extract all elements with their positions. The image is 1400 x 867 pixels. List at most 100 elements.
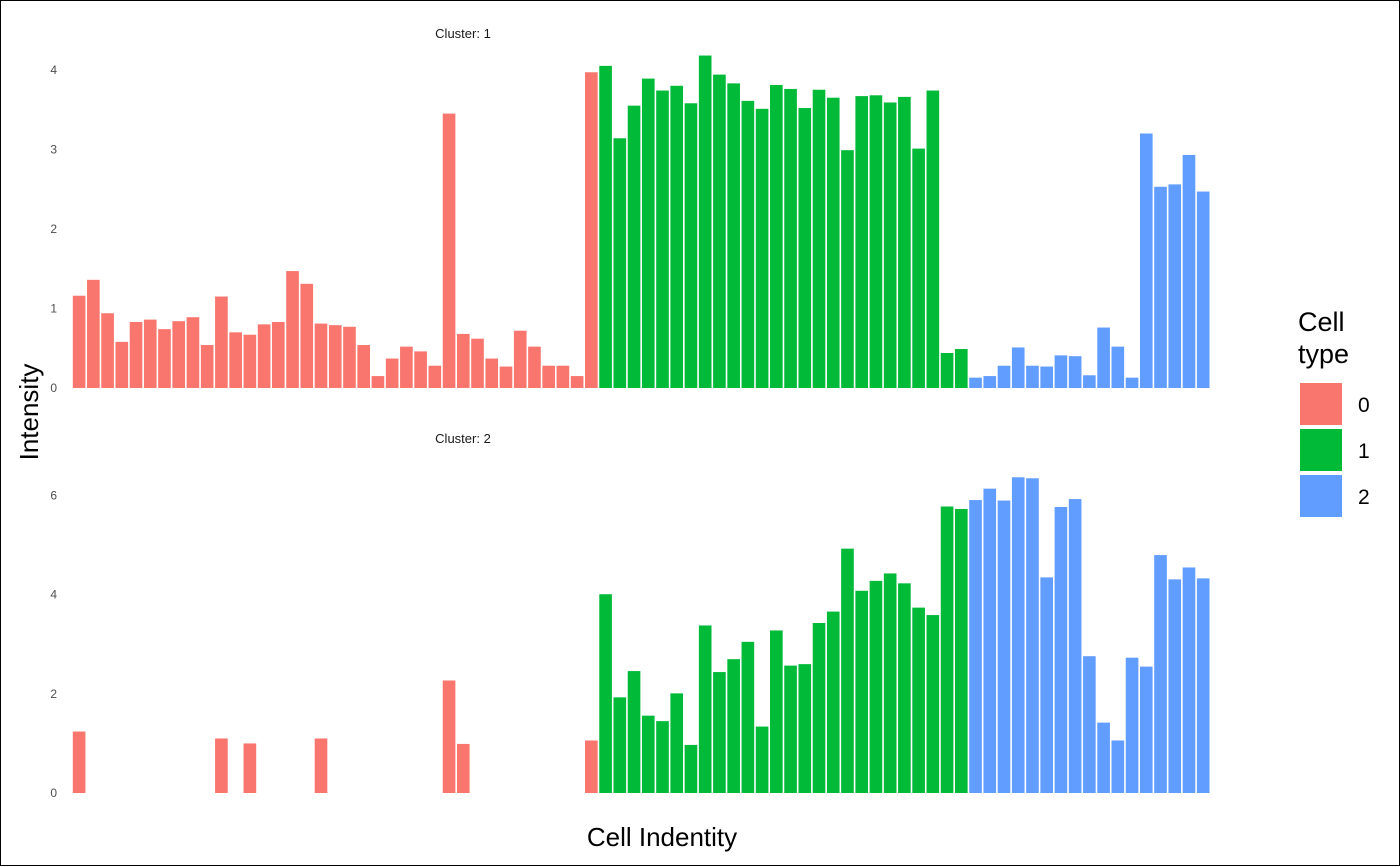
- bar: [1125, 657, 1139, 793]
- bar: [1097, 722, 1110, 793]
- bar: [599, 65, 612, 388]
- bar: [770, 630, 783, 793]
- bar: [243, 334, 257, 388]
- bar: [969, 377, 982, 388]
- bar: [1097, 327, 1110, 388]
- bar: [599, 594, 612, 793]
- bar: [997, 365, 1011, 388]
- bar: [656, 90, 669, 388]
- bar: [613, 138, 627, 388]
- bar: [1011, 477, 1025, 793]
- y-tick-label: 0: [50, 786, 57, 800]
- bar: [1040, 577, 1053, 793]
- bar: [841, 150, 854, 388]
- bar: [784, 88, 797, 388]
- facet-panel-1: Cluster: 1 0 1 2 3 4: [50, 26, 1210, 395]
- bar: [385, 358, 399, 388]
- y-tick-label: 2: [50, 687, 57, 701]
- bar: [755, 108, 769, 388]
- bar: [200, 345, 214, 388]
- x-axis-title: Cell Indentity: [587, 822, 737, 852]
- facet-title: Cluster: 2: [435, 431, 491, 446]
- bar: [770, 84, 783, 388]
- bar: [585, 740, 598, 793]
- bar: [656, 721, 669, 793]
- bar: [1139, 133, 1153, 388]
- bar: [841, 548, 854, 793]
- legend-title-line-2: type: [1298, 339, 1349, 369]
- bar: [499, 366, 513, 388]
- bar: [1154, 186, 1167, 388]
- bar: [1026, 478, 1039, 793]
- bar: [129, 321, 143, 388]
- bar: [357, 345, 371, 388]
- y-tick-label: 4: [50, 588, 57, 602]
- bar: [1083, 656, 1096, 793]
- bar: [670, 85, 684, 389]
- bar: [172, 321, 186, 388]
- bar: [926, 615, 940, 793]
- bar: [243, 743, 257, 793]
- legend-keys: 0 1 2: [1300, 383, 1370, 517]
- bar: [698, 625, 712, 793]
- bar: [328, 325, 342, 388]
- bar: [997, 500, 1011, 793]
- bar: [456, 333, 470, 388]
- bar: [898, 96, 911, 389]
- bar: [272, 321, 285, 388]
- bar: [215, 296, 228, 388]
- legend: Cell type 0 1 2: [1298, 307, 1370, 517]
- bar: [570, 376, 584, 388]
- bar: [414, 351, 427, 388]
- y-axis-title: Intensity: [14, 364, 44, 461]
- bar: [400, 346, 413, 388]
- bar: [940, 353, 954, 388]
- bar: [556, 365, 570, 388]
- bar: [371, 376, 385, 388]
- bar: [883, 573, 897, 793]
- bar: [1125, 377, 1139, 388]
- bar: [72, 731, 86, 793]
- bar: [1026, 365, 1039, 388]
- bar: [485, 358, 499, 388]
- bar: [471, 338, 484, 388]
- bar: [641, 715, 655, 793]
- bar: [1196, 191, 1210, 388]
- bar: [627, 105, 641, 389]
- bar: [1168, 184, 1182, 388]
- bar: [143, 319, 157, 388]
- bar: [456, 743, 470, 793]
- bar: [1111, 346, 1125, 388]
- bar: [442, 113, 456, 388]
- bar: [826, 97, 840, 388]
- bar: [286, 271, 299, 388]
- legend-label-2: 2: [1358, 486, 1370, 509]
- bar: [1111, 740, 1125, 793]
- bar: [1083, 375, 1096, 388]
- bar: [741, 641, 755, 793]
- bar: [627, 671, 641, 793]
- bar: [812, 89, 826, 389]
- bar: [798, 664, 812, 793]
- bar: [727, 83, 740, 388]
- facet-title: Cluster: 1: [435, 26, 491, 41]
- facet-panel-2: Cluster: 2 0 2 4 6: [50, 431, 1210, 800]
- bar: [257, 324, 271, 388]
- legend-key-1: [1300, 429, 1342, 471]
- bar: [969, 500, 982, 793]
- bar: [1054, 355, 1068, 388]
- bar: [613, 697, 627, 793]
- bar: [1168, 579, 1182, 793]
- bar: [513, 330, 527, 388]
- bar: [741, 100, 755, 388]
- bar: [670, 693, 684, 793]
- bar: [528, 346, 541, 388]
- bar: [926, 90, 940, 388]
- bar: [912, 607, 925, 793]
- bar: [812, 622, 826, 793]
- bar: [428, 365, 442, 388]
- bar: [713, 672, 726, 793]
- bar: [684, 103, 698, 389]
- bar: [101, 313, 114, 388]
